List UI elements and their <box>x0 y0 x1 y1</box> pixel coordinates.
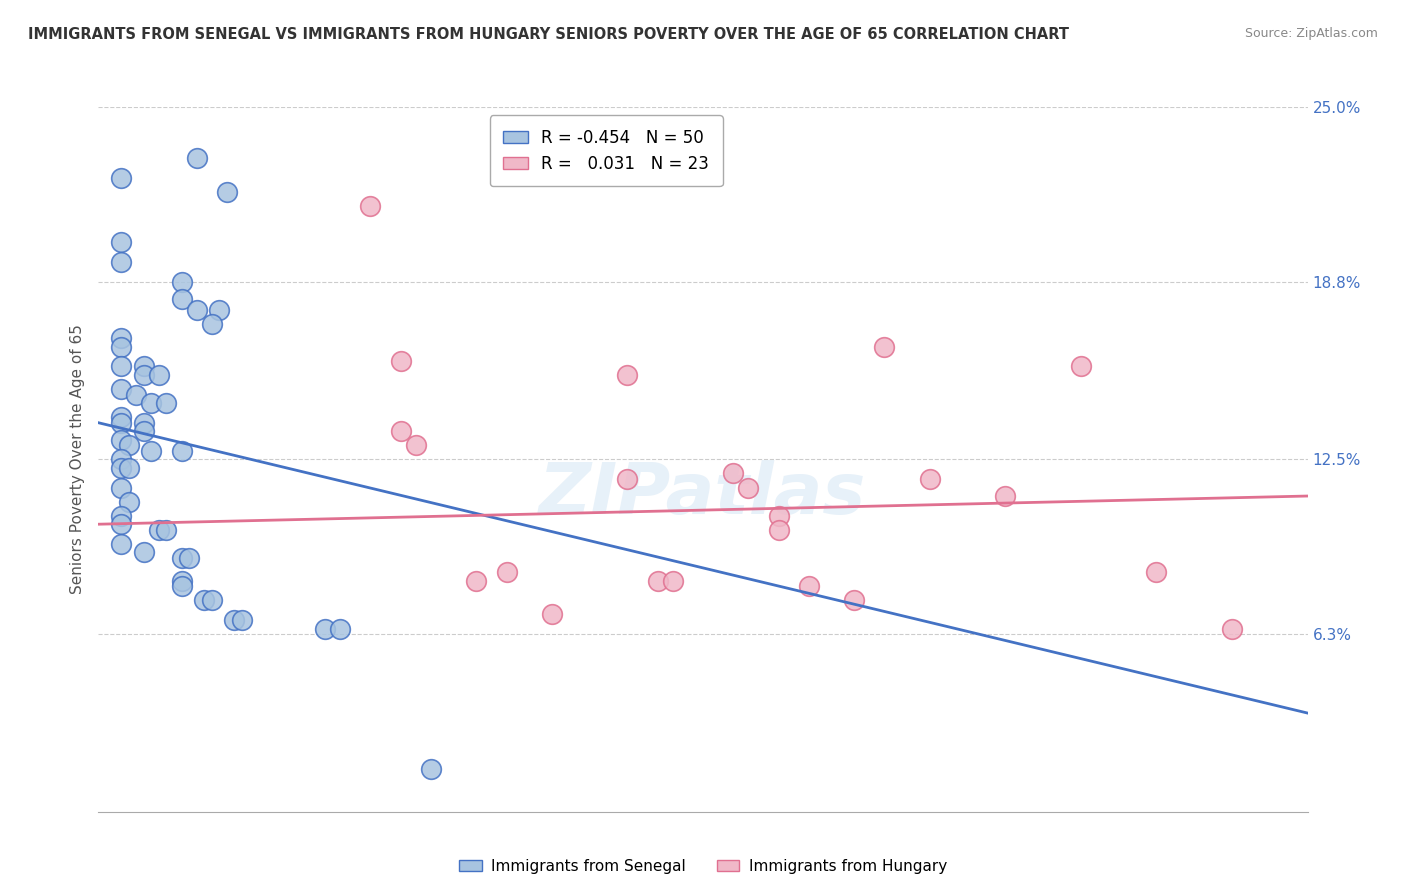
Point <box>110 340 132 354</box>
Text: Source: ZipAtlas.com: Source: ZipAtlas.com <box>1244 27 1378 40</box>
Point <box>110 508 132 523</box>
Point <box>118 460 141 475</box>
Legend: R = -0.454   N = 50, R =   0.031   N = 23: R = -0.454 N = 50, R = 0.031 N = 23 <box>489 115 723 186</box>
Text: ZIPatlas: ZIPatlas <box>540 460 866 529</box>
Point <box>768 508 790 523</box>
Point <box>1220 622 1243 636</box>
Point <box>201 593 224 607</box>
Point <box>540 607 562 622</box>
Point <box>389 353 412 368</box>
Point <box>170 574 193 588</box>
Point <box>844 593 866 607</box>
Point <box>170 579 193 593</box>
Point <box>110 433 132 447</box>
Point <box>994 489 1017 503</box>
Point <box>155 396 177 410</box>
Point <box>125 387 148 401</box>
Text: IMMIGRANTS FROM SENEGAL VS IMMIGRANTS FROM HUNGARY SENIORS POVERTY OVER THE AGE : IMMIGRANTS FROM SENEGAL VS IMMIGRANTS FR… <box>28 27 1069 42</box>
Point <box>170 444 193 458</box>
Point <box>110 255 132 269</box>
Point <box>110 382 132 396</box>
Point <box>495 565 517 579</box>
Point <box>148 368 170 382</box>
Point <box>723 467 745 481</box>
Point <box>737 481 759 495</box>
Point <box>215 185 238 199</box>
Point <box>132 416 155 430</box>
Point <box>110 517 132 532</box>
Point <box>647 574 669 588</box>
Point <box>132 545 155 559</box>
Point <box>918 472 941 486</box>
Point <box>170 275 193 289</box>
Point <box>208 303 231 318</box>
Point <box>186 151 208 165</box>
Point <box>224 613 246 627</box>
Point <box>329 622 352 636</box>
Point <box>768 523 790 537</box>
Point <box>465 574 488 588</box>
Point <box>110 452 132 467</box>
Point <box>110 481 132 495</box>
Point <box>141 444 163 458</box>
Point <box>873 340 896 354</box>
Point <box>1146 565 1168 579</box>
Point <box>110 359 132 374</box>
Point <box>148 523 170 537</box>
Point <box>405 438 427 452</box>
Point <box>170 551 193 566</box>
Point <box>420 763 443 777</box>
Point <box>132 359 155 374</box>
Legend: Immigrants from Senegal, Immigrants from Hungary: Immigrants from Senegal, Immigrants from… <box>453 853 953 880</box>
Point <box>110 170 132 185</box>
Point <box>110 537 132 551</box>
Y-axis label: Seniors Poverty Over the Age of 65: Seniors Poverty Over the Age of 65 <box>69 325 84 594</box>
Point <box>110 410 132 425</box>
Point <box>110 460 132 475</box>
Point <box>661 574 683 588</box>
Point <box>132 424 155 438</box>
Point <box>118 494 141 508</box>
Point <box>797 579 820 593</box>
Point <box>201 317 224 331</box>
Point <box>389 424 412 438</box>
Point <box>616 368 638 382</box>
Point <box>314 622 336 636</box>
Point <box>170 292 193 306</box>
Point <box>155 523 177 537</box>
Point <box>132 368 155 382</box>
Point <box>110 235 132 250</box>
Point <box>360 199 382 213</box>
Point <box>193 593 215 607</box>
Point <box>141 396 163 410</box>
Point <box>616 472 638 486</box>
Point <box>110 416 132 430</box>
Point <box>118 438 141 452</box>
Point <box>179 551 201 566</box>
Point <box>110 331 132 345</box>
Point <box>1070 359 1092 374</box>
Point <box>231 613 253 627</box>
Point <box>186 303 208 318</box>
